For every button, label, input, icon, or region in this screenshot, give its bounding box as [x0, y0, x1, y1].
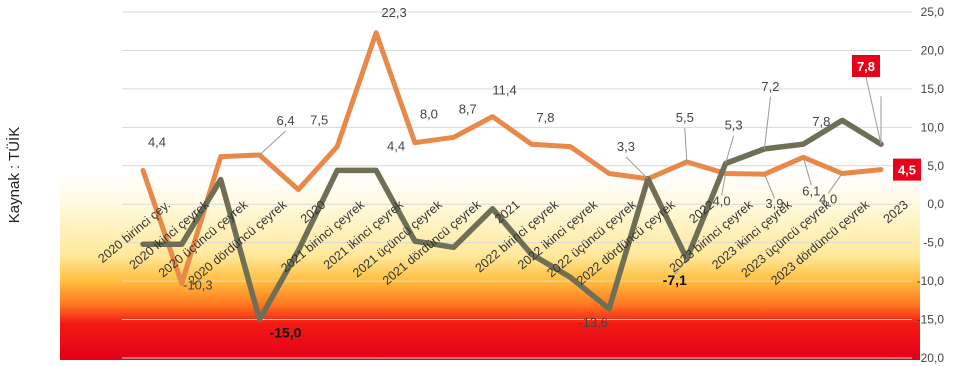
- data-label: 5,5: [676, 110, 694, 125]
- data-label: 7,5: [310, 113, 328, 128]
- data-label: 22,3: [381, 5, 406, 20]
- y-axis: 25,0 20,0 15,0 10,0 5,0 0,0 -5,0 -10,0 -15,0 -20,…: [917, 5, 945, 365]
- data-label: 3,3: [617, 139, 635, 154]
- y-tick-label: 15,0: [921, 82, 945, 96]
- highlight-label: 7,8: [857, 59, 875, 74]
- y-tick-label: 0,0: [927, 197, 944, 211]
- y-tick-label: -15,0: [917, 313, 945, 327]
- leader-line: [625, 156, 649, 180]
- leader-line: [721, 173, 727, 196]
- data-label: 7,8: [536, 110, 554, 125]
- gridlines: [122, 11, 912, 359]
- y-tick-label: -10,0: [917, 274, 945, 288]
- data-label: 8,7: [459, 101, 477, 116]
- data-label: 7,2: [761, 79, 779, 94]
- highlight-badge: [893, 158, 921, 181]
- leader-line: [827, 173, 843, 194]
- leader-line: [725, 135, 735, 164]
- data-label: 3,9: [765, 196, 783, 211]
- data-label: -7,1: [663, 272, 687, 288]
- y-tick-label: 5,0: [927, 159, 944, 173]
- data-label: 4,4: [148, 134, 166, 149]
- data-label: 6,4: [276, 113, 294, 128]
- leader-line: [865, 76, 882, 145]
- data-label: 4,0: [713, 193, 731, 208]
- data-label: -13,6: [578, 315, 608, 330]
- source-label: Kaynak : TÜİK: [5, 127, 23, 223]
- y-tick-label: 25,0: [921, 5, 945, 19]
- leader-line: [684, 127, 688, 162]
- leader-line: [674, 258, 688, 276]
- data-label: 11,4: [492, 83, 516, 98]
- leader-line: [764, 174, 775, 199]
- data-label: 4,0: [819, 191, 837, 206]
- series-lines: [140, 30, 884, 323]
- highlight-label: 4,5: [898, 163, 916, 178]
- leader-line: [259, 130, 286, 156]
- data-label: 4,4: [387, 138, 405, 153]
- y-tick-label: 10,0: [921, 120, 945, 134]
- risk-background: [60, 160, 920, 360]
- data-label: 5,3: [725, 117, 743, 132]
- y-tick-label: -20,0: [917, 351, 945, 365]
- highlight-badge: [852, 55, 880, 77]
- leader-line: [763, 96, 771, 149]
- y-tick-label: 20,0: [921, 43, 945, 57]
- series-line-1: [140, 30, 884, 286]
- series-line-2: [140, 117, 884, 323]
- data-label: 6,1: [802, 183, 820, 198]
- label-leader-lines: [259, 76, 882, 276]
- data-label: -15,0: [270, 325, 302, 341]
- data-labels: 4,4 -10,3 6,4 7,5 22,3 8,0 8,7 11,4 7,8 3,3 5,5 4,0…: [148, 5, 921, 341]
- source-text: Kaynak : TÜİK: [5, 127, 23, 223]
- data-label: 7,8: [812, 114, 830, 129]
- y-tick-label: -5,0: [923, 236, 944, 250]
- leader-line: [802, 157, 812, 186]
- data-label: -10,3: [183, 277, 213, 292]
- data-label: 8,0: [420, 107, 438, 122]
